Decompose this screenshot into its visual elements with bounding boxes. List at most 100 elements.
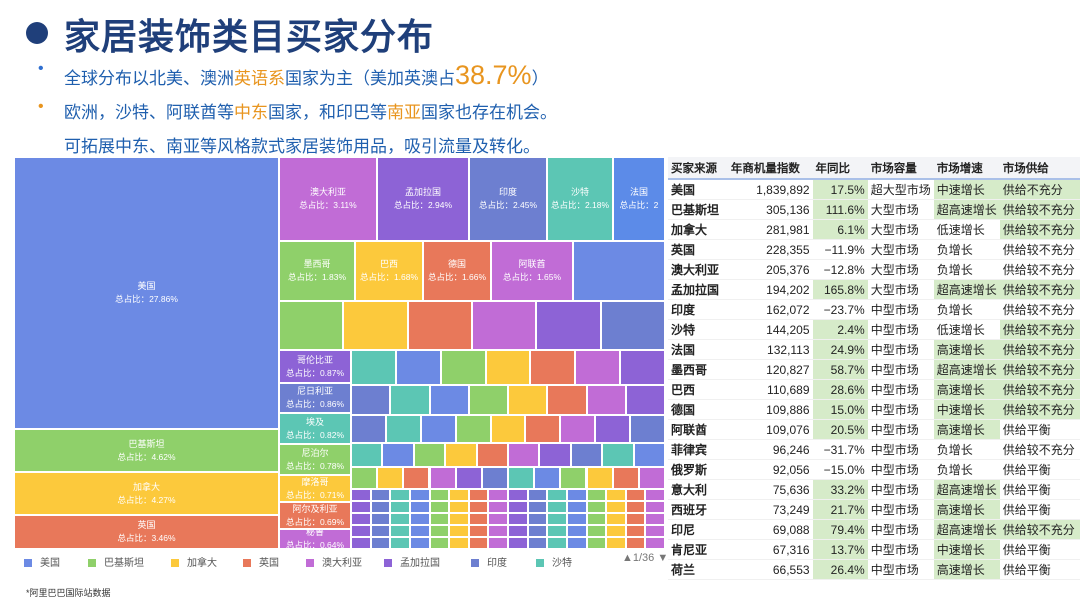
treemap-tile-minor[interactable]	[606, 513, 626, 525]
treemap-tile-minor[interactable]	[485, 350, 531, 385]
treemap-tile-minor[interactable]	[508, 537, 528, 549]
treemap-tile-minor[interactable]	[508, 385, 548, 415]
treemap-tile-minor[interactable]	[490, 415, 526, 443]
treemap-tile-minor[interactable]	[547, 537, 567, 549]
treemap-tile-minor[interactable]	[351, 513, 371, 525]
treemap-tile-minor[interactable]	[625, 525, 646, 537]
treemap-tile-minor[interactable]	[547, 501, 567, 513]
table-row[interactable]: 阿联酋 109,076 20.5% 中型市场 高速增长 供给平衡	[668, 419, 1080, 440]
treemap-tile-minor[interactable]	[395, 350, 441, 385]
treemap-tile-minor[interactable]	[409, 501, 430, 513]
treemap-tile-minor[interactable]	[468, 513, 489, 525]
treemap-tile-minor[interactable]	[645, 489, 665, 501]
treemap-tile-minor[interactable]	[586, 513, 607, 525]
table-row[interactable]: 印尼 69,088 79.4% 中型市场 超高速增长 供给较不充分	[668, 519, 1080, 540]
treemap-tile-minor[interactable]	[488, 513, 508, 525]
treemap-tile-minor[interactable]	[455, 415, 491, 443]
treemap-tile-minor[interactable]	[606, 525, 626, 537]
treemap-tile-minor[interactable]	[508, 501, 528, 513]
treemap-tile-minor[interactable]	[409, 513, 430, 525]
treemap-tile-minor[interactable]	[488, 489, 508, 501]
legend-item[interactable]: 美国	[24, 554, 60, 569]
treemap-tile-minor[interactable]	[606, 537, 626, 549]
table-row[interactable]: 英国 228,355 −11.9% 大型市场 负增长 供给较不充分	[668, 239, 1080, 260]
table-header-cell[interactable]: 年同比	[812, 157, 868, 180]
treemap-tile[interactable]: 澳大利亚 总占比：3.11%	[279, 157, 377, 241]
treemap-tile-minor[interactable]	[527, 537, 548, 549]
table-header-cell[interactable]: 买家来源	[668, 157, 728, 180]
treemap-tile-minor[interactable]	[409, 525, 430, 537]
treemap-tile-minor[interactable]	[488, 537, 508, 549]
treemap-tile-minor[interactable]	[370, 513, 391, 525]
treemap-tile-minor[interactable]	[625, 489, 646, 501]
treemap-tile[interactable]: 法国 总占比：2	[613, 157, 665, 241]
treemap-tile-minor[interactable]	[351, 350, 396, 385]
treemap-tile-minor[interactable]	[547, 513, 567, 525]
treemap-tile-minor[interactable]	[390, 501, 410, 513]
legend-item[interactable]: 加拿大	[171, 554, 217, 569]
treemap-tile-minor[interactable]	[351, 525, 371, 537]
treemap-tile-minor[interactable]	[625, 513, 646, 525]
treemap-tile-minor[interactable]	[566, 525, 587, 537]
treemap-tile-minor[interactable]	[449, 501, 469, 513]
treemap-tile-minor[interactable]	[385, 415, 421, 443]
treemap-tile-minor[interactable]	[612, 467, 639, 489]
treemap-tile-minor[interactable]	[449, 513, 469, 525]
treemap-tile-minor[interactable]	[620, 350, 665, 385]
treemap-tile-minor[interactable]	[573, 241, 665, 301]
treemap-tile-minor[interactable]	[560, 467, 587, 489]
treemap-tile-minor[interactable]	[390, 513, 410, 525]
treemap-tile-minor[interactable]	[390, 489, 410, 501]
treemap-tile[interactable]: 墨西哥 总占比：1.83%	[279, 241, 355, 301]
treemap-tile-minor[interactable]	[409, 537, 430, 549]
treemap-tile-minor[interactable]	[536, 301, 601, 350]
treemap-tile[interactable]: 阿尔及利亚 总占比：0.69%	[279, 502, 351, 529]
table-row[interactable]: 沙特 144,205 2.4% 中型市场 低速增长 供给较不充分	[668, 319, 1080, 340]
treemap-tile-minor[interactable]	[468, 537, 489, 549]
table-header-cell[interactable]: 年商机量指数	[727, 157, 813, 180]
treemap-tile-minor[interactable]	[600, 301, 665, 350]
table-row[interactable]: 澳大利亚 205,376 −12.8% 大型市场 负增长 供给较不充分	[668, 259, 1080, 280]
treemap-tile[interactable]: 印度 总占比：2.45%	[469, 157, 547, 241]
treemap-tile-minor[interactable]	[570, 443, 603, 467]
treemap-tile-minor[interactable]	[429, 385, 469, 415]
treemap-tile-minor[interactable]	[420, 415, 456, 443]
treemap-tile-minor[interactable]	[429, 501, 450, 513]
treemap-tile[interactable]: 沙特 总占比：2.18%	[547, 157, 613, 241]
treemap-tile-minor[interactable]	[586, 467, 613, 489]
treemap-tile-minor[interactable]	[527, 513, 548, 525]
treemap-tile-minor[interactable]	[633, 443, 665, 467]
legend-pager[interactable]: ▲1/36 ▼	[622, 552, 669, 564]
treemap-tile[interactable]: 加拿大 总占比：4.27%	[14, 472, 279, 515]
table-row[interactable]: 肯尼亚 67,316 13.7% 中型市场 中速增长 供给平衡	[668, 539, 1080, 560]
treemap-tile[interactable]: 尼泊尔 总占比：0.78%	[279, 444, 351, 475]
treemap-tile-minor[interactable]	[429, 513, 450, 525]
treemap-tile-minor[interactable]	[539, 443, 571, 467]
treemap-tile-minor[interactable]	[370, 501, 391, 513]
table-row[interactable]: 菲律宾 96,246 −31.7% 中型市场 负增长 供给较不充分	[668, 439, 1080, 460]
treemap-tile-minor[interactable]	[351, 443, 383, 467]
treemap-tile-minor[interactable]	[625, 501, 646, 513]
table-row[interactable]: 墨西哥 120,827 58.7% 中型市场 超高速增长 供给较不充分	[668, 359, 1080, 380]
table-row[interactable]: 西班牙 73,249 21.7% 中型市场 高速增长 供给平衡	[668, 499, 1080, 520]
treemap-tile-minor[interactable]	[370, 537, 391, 549]
treemap-tile-minor[interactable]	[527, 501, 548, 513]
table-row[interactable]: 俄罗斯 92,056 −15.0% 中型市场 负增长 供给平衡	[668, 459, 1080, 480]
treemap-tile-minor[interactable]	[566, 513, 587, 525]
treemap-tile[interactable]: 摩洛哥 总占比：0.71%	[279, 475, 351, 502]
treemap-tile[interactable]: 秘鲁 总占比：0.64%	[279, 529, 351, 549]
treemap-tile-minor[interactable]	[508, 525, 528, 537]
treemap-tile-minor[interactable]	[455, 467, 482, 489]
treemap-tile-minor[interactable]	[606, 501, 626, 513]
treemap-tile-minor[interactable]	[525, 415, 561, 443]
treemap-tile-minor[interactable]	[566, 501, 587, 513]
treemap-tile[interactable]: 阿联酋 总占比：1.65%	[491, 241, 573, 301]
legend-item[interactable]: 印度	[471, 554, 507, 569]
legend-item[interactable]: 澳大利亚	[306, 554, 362, 569]
treemap-tile-minor[interactable]	[382, 443, 414, 467]
table-row[interactable]: 德国 109,886 15.0% 中型市场 中速增长 供给较不充分	[668, 399, 1080, 420]
treemap-tile-minor[interactable]	[390, 537, 410, 549]
treemap-tile-minor[interactable]	[413, 443, 446, 467]
legend-item[interactable]: 孟加拉国	[384, 554, 440, 569]
treemap-tile-minor[interactable]	[566, 537, 587, 549]
